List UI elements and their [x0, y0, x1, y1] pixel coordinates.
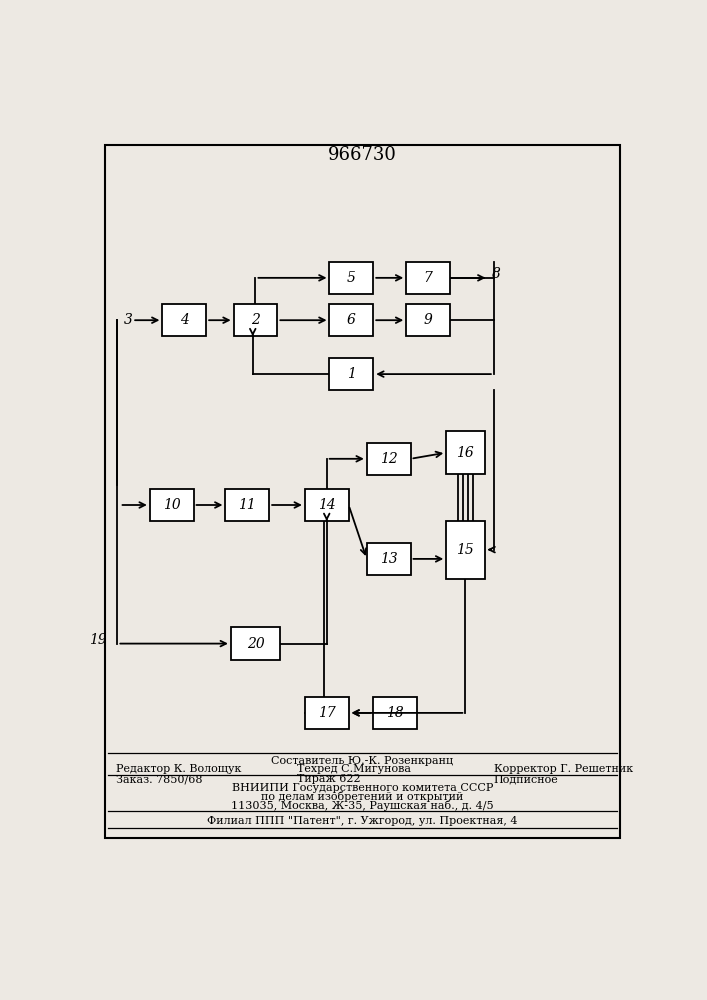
Text: 2: 2	[251, 313, 260, 327]
Bar	[329, 358, 373, 390]
Bar	[446, 521, 484, 579]
Bar	[150, 489, 194, 521]
Bar	[329, 304, 373, 336]
Bar	[226, 489, 269, 521]
Bar	[367, 443, 411, 475]
Text: 5: 5	[347, 271, 356, 285]
Text: 17: 17	[318, 706, 336, 720]
Text: 20: 20	[247, 637, 264, 651]
Bar	[305, 697, 349, 729]
Text: 12: 12	[380, 452, 397, 466]
Bar	[367, 543, 411, 575]
Text: 966730: 966730	[328, 146, 397, 164]
Bar	[373, 697, 417, 729]
Text: Филиал ППП "Патент", г. Ужгород, ул. Проектная, 4: Филиал ППП "Патент", г. Ужгород, ул. Про…	[207, 816, 518, 826]
Text: Составитель Ю.-К. Розенкранц: Составитель Ю.-К. Розенкранц	[271, 756, 453, 766]
Text: 19: 19	[89, 633, 107, 647]
Text: 8: 8	[492, 267, 501, 281]
Text: 3: 3	[124, 313, 132, 327]
Text: Корректор Г. Решетник: Корректор Г. Решетник	[494, 764, 633, 774]
Text: 18: 18	[386, 706, 404, 720]
Text: 15: 15	[457, 543, 474, 557]
Bar	[446, 431, 484, 474]
Text: ВНИИПИ Государственного комитета СССР: ВНИИПИ Государственного комитета СССР	[232, 783, 493, 793]
Text: 13: 13	[380, 552, 397, 566]
Text: по делам изобретений и открытий: по делам изобретений и открытий	[261, 791, 464, 802]
Text: 11: 11	[238, 498, 256, 512]
Bar	[407, 304, 450, 336]
Bar	[305, 489, 349, 521]
Bar	[329, 262, 373, 294]
Text: 10: 10	[163, 498, 180, 512]
Text: 16: 16	[457, 446, 474, 460]
Text: Редактор К. Волощук: Редактор К. Волощук	[116, 764, 241, 774]
Text: Техред С.Мигунова: Техред С.Мигунова	[297, 764, 411, 774]
Bar	[163, 304, 206, 336]
Text: 4: 4	[180, 313, 189, 327]
Text: 113035, Москва, Ж-35, Раушская наб., д. 4/5: 113035, Москва, Ж-35, Раушская наб., д. …	[231, 800, 493, 811]
Text: 6: 6	[347, 313, 356, 327]
Text: 1: 1	[347, 367, 356, 381]
Bar	[231, 627, 280, 660]
Text: 9: 9	[423, 313, 433, 327]
Text: Заказ. 7850/68: Заказ. 7850/68	[116, 774, 202, 784]
Text: Подписное: Подписное	[494, 774, 559, 784]
Text: Тираж 622: Тираж 622	[297, 774, 360, 784]
Bar	[407, 262, 450, 294]
Text: 14: 14	[318, 498, 336, 512]
Bar	[233, 304, 277, 336]
Text: 7: 7	[423, 271, 433, 285]
